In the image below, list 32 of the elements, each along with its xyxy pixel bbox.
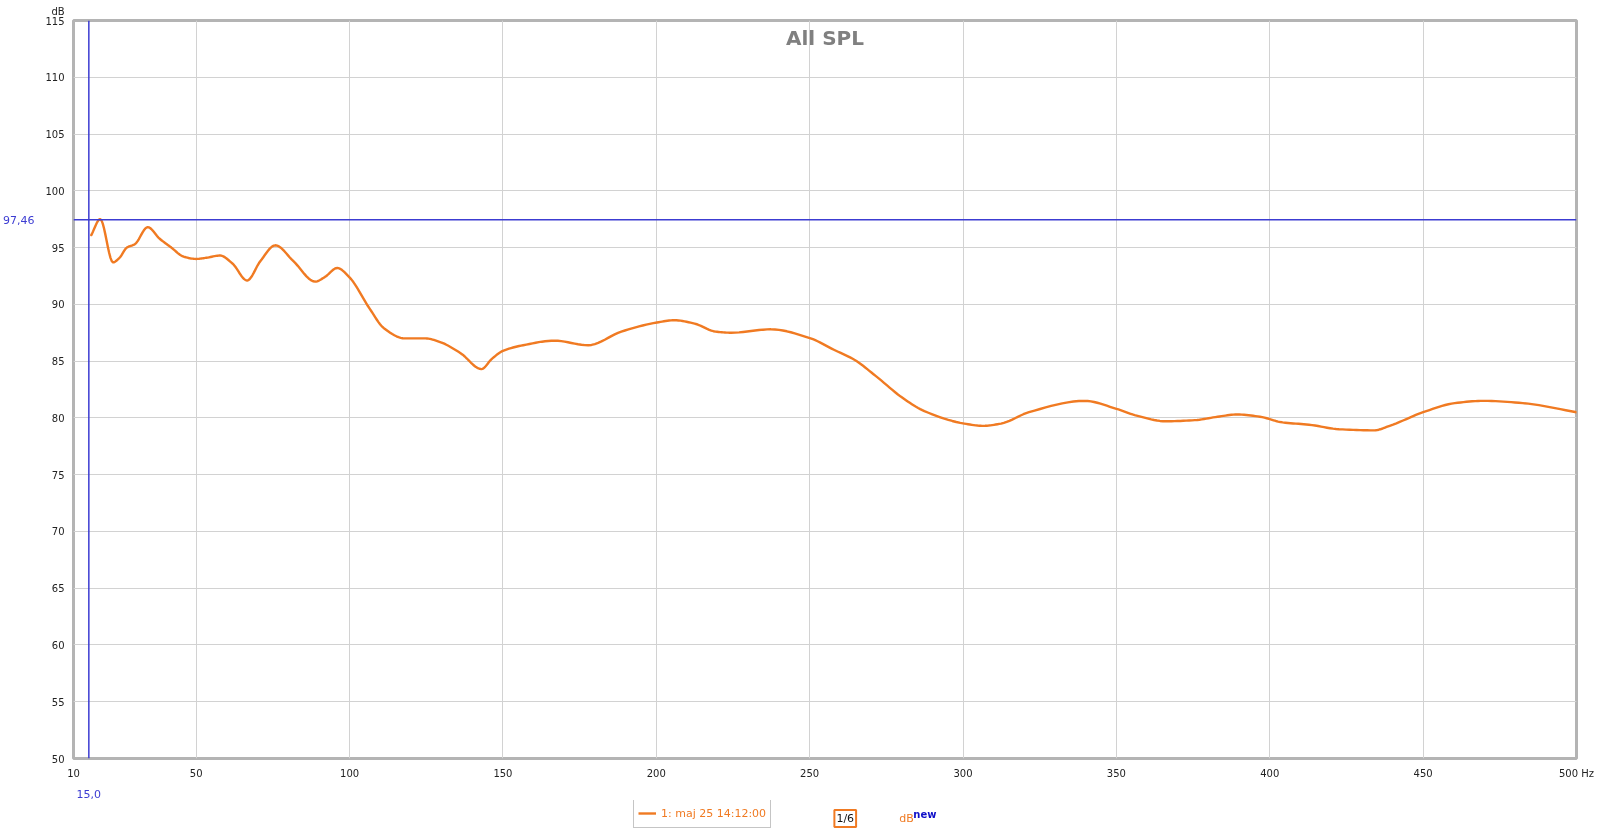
y-tick-label: 75: [51, 469, 65, 481]
y-axis-title: dB: [51, 6, 65, 17]
y-tick-label: 110: [45, 72, 65, 84]
x-tick-label: 200: [646, 767, 666, 779]
x-tick-label: 400: [1260, 767, 1280, 779]
text: 1/6: [836, 812, 855, 825]
text: dBnew: [899, 809, 937, 825]
x-tick-label: 10: [67, 767, 80, 779]
x-tick-label: 300: [953, 767, 973, 779]
y-tick-label: 60: [51, 639, 65, 651]
y-tick-label: 115: [45, 15, 65, 27]
y-tick-label: 55: [51, 696, 65, 708]
x-tick-label: 100: [340, 767, 360, 779]
y-tick-label: 105: [45, 129, 65, 141]
y-tick-label: 100: [45, 185, 65, 197]
y-tick-label: 90: [51, 299, 65, 311]
x-tick-label: 500 Hz: [1558, 767, 1595, 779]
y-tick-label: 80: [51, 412, 65, 424]
y-tick-label: 70: [51, 526, 65, 538]
y-tick-label: 65: [51, 583, 65, 595]
x-tick-label: 50: [189, 767, 203, 779]
y-tick-label: 85: [51, 356, 65, 368]
x-tick-label: 350: [1106, 767, 1126, 779]
ref-line-label: 15,0: [76, 787, 102, 801]
ref-line-label: 97,46: [3, 213, 35, 227]
y-tick-label: 50: [51, 753, 65, 765]
chart-title: All SPL: [786, 25, 865, 50]
x-tick-label: 150: [493, 767, 513, 779]
x-tick-label: 450: [1413, 767, 1433, 779]
y-tick-label: 95: [51, 242, 65, 254]
x-tick-label: 250: [800, 767, 820, 779]
legend-label: 1: maj 25 14:12:00: [661, 806, 767, 820]
